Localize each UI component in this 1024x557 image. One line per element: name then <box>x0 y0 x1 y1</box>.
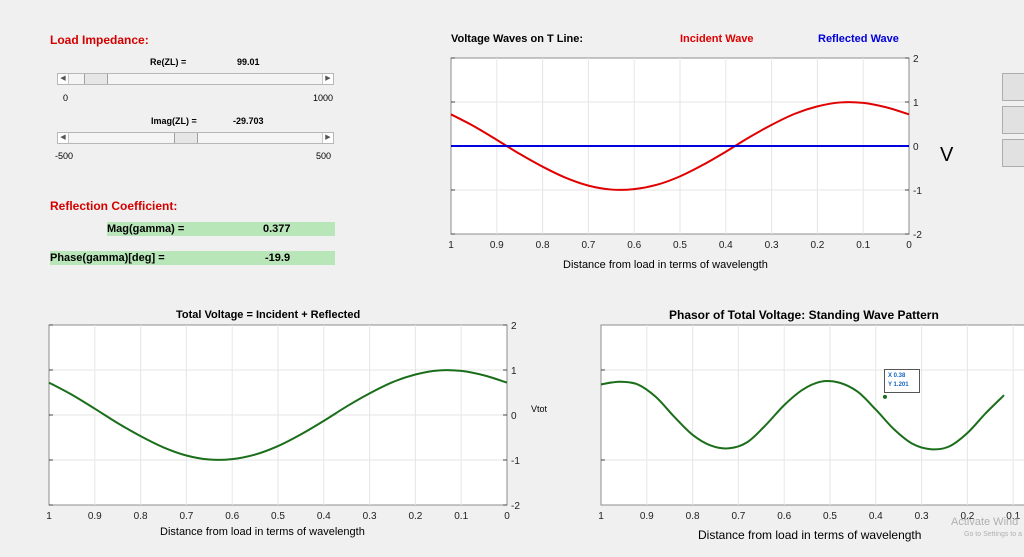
slider-left-arrow-icon[interactable]: ◀ <box>58 74 69 84</box>
x-tick-label: 0.2 <box>810 240 824 251</box>
datatip-marker[interactable] <box>882 394 887 399</box>
total-voltage-chart[interactable]: 1 0.9 0.8 0.7 0.6 0.5 0.4 0.3 0.2 0.1 0 2 1 0 -1 -2 <box>38 318 558 524</box>
plot3-xlabel: Distance from load in terms of wavelengt… <box>698 528 922 542</box>
x-tick-label: 0.1 <box>454 511 468 522</box>
x-tick-label: 0.7 <box>581 240 595 251</box>
x-tick-label: 0.9 <box>88 511 102 522</box>
x-tick-label: 1 <box>448 240 454 251</box>
side-button-2[interactable] <box>1002 106 1024 134</box>
total-voltage-line <box>48 369 508 461</box>
slider-left-arrow-icon[interactable]: ◀ <box>58 133 69 143</box>
y-tick-label: -2 <box>913 230 922 241</box>
mag-gamma-label: Mag(gamma) = <box>107 223 185 235</box>
y-tick-label: 2 <box>511 321 517 332</box>
legend-reflected-wave: Reflected Wave <box>818 33 899 45</box>
imag-zl-min: -500 <box>55 151 74 161</box>
x-tick-label: 0.5 <box>673 240 687 251</box>
datatip-y: Y 1.201 <box>888 382 909 388</box>
plot3-axes-box <box>600 324 1024 506</box>
re-zl-slider-thumb[interactable] <box>84 74 108 84</box>
standing-wave-line <box>600 380 1005 451</box>
x-tick-label: 0.5 <box>271 511 285 522</box>
imag-zl-slider[interactable]: ◀ ▶ <box>57 132 334 144</box>
x-tick-label: 1 <box>598 511 604 522</box>
x-tick-label: 0.4 <box>719 240 733 251</box>
watermark-line2: Go to Settings to a <box>964 531 1022 538</box>
y-tick-label: 0 <box>913 142 919 153</box>
plot2-ylabel: Vtot <box>531 404 548 414</box>
plot1-unit-label: V <box>940 144 954 166</box>
side-button-1[interactable] <box>1002 73 1024 101</box>
x-tick-label: 0.2 <box>960 511 974 522</box>
datatip-x: X 0.38 <box>888 373 906 379</box>
y-tick-label: 1 <box>913 98 919 109</box>
x-tick-label: 0 <box>504 511 510 522</box>
re-zl-label: Re(ZL) = <box>150 57 187 67</box>
slider-right-arrow-icon[interactable]: ▶ <box>322 74 333 84</box>
re-zl-value: 99.01 <box>237 57 260 67</box>
re-zl-max: 1000 <box>313 93 334 103</box>
re-zl-min: 0 <box>63 93 69 103</box>
x-tick-label: 0.8 <box>134 511 148 522</box>
imag-zl-value: -29.703 <box>233 116 264 126</box>
x-tick-label: 0.1 <box>856 240 870 251</box>
incident-wave-line <box>450 101 910 191</box>
datatip-box[interactable]: X 0.38 Y 1.201 <box>884 369 920 393</box>
plot2-title: Total Voltage = Incident + Reflected <box>176 309 361 321</box>
x-tick-label: 0.4 <box>317 511 331 522</box>
slider-right-arrow-icon[interactable]: ▶ <box>322 133 333 143</box>
watermark-line1: Activate Wind <box>951 516 1019 528</box>
x-tick-label: 0.3 <box>915 511 929 522</box>
side-button-3[interactable] <box>1002 139 1024 167</box>
re-zl-slider[interactable]: ◀ ▶ <box>57 73 334 85</box>
y-tick-label: 1 <box>511 366 517 377</box>
y-tick-label: -2 <box>511 501 520 512</box>
x-tick-label: 0.3 <box>363 511 377 522</box>
y-tick-label: 2 <box>913 54 919 65</box>
y-tick-label: -1 <box>511 456 520 467</box>
x-tick-label: 0.6 <box>627 240 641 251</box>
plot1-title: Voltage Waves on T Line: <box>451 33 584 45</box>
mag-gamma-value: 0.377 <box>263 223 291 235</box>
plot3-title: Phasor of Total Voltage: Standing Wave P… <box>669 308 939 322</box>
x-tick-label: 0.1 <box>1006 511 1020 522</box>
x-tick-label: 0.7 <box>179 511 193 522</box>
x-tick-label: 0.8 <box>536 240 550 251</box>
imag-zl-slider-thumb[interactable] <box>174 133 198 143</box>
x-tick-label: 0.6 <box>777 511 791 522</box>
y-tick-label: 0 <box>511 411 517 422</box>
x-tick-label: 0.5 <box>823 511 837 522</box>
x-tick-label: 0.9 <box>490 240 504 251</box>
phase-gamma-row: Phase(gamma)[deg] = -19.9 <box>50 251 335 265</box>
plot1-xlabel: Distance from load in terms of wavelengt… <box>563 259 768 271</box>
legend-incident-wave: Incident Wave <box>680 33 754 45</box>
phase-gamma-label: Phase(gamma)[deg] = <box>50 252 165 264</box>
x-tick-label: 0.9 <box>640 511 654 522</box>
x-tick-label: 0.8 <box>686 511 700 522</box>
x-tick-label: 0.4 <box>869 511 883 522</box>
x-tick-label: 0.6 <box>225 511 239 522</box>
imag-zl-label: Imag(ZL) = <box>151 116 197 126</box>
y-tick-label: -1 <box>913 186 922 197</box>
plot2-xlabel: Distance from load in terms of wavelengt… <box>160 526 365 538</box>
load-impedance-title: Load Impedance: <box>50 33 149 47</box>
imag-zl-max: 500 <box>316 151 332 161</box>
standing-wave-chart[interactable]: 1 0.9 0.8 0.7 0.6 0.5 0.4 0.3 0.2 0.1 <box>590 318 1024 528</box>
x-tick-label: 0.3 <box>765 240 779 251</box>
voltage-waves-chart[interactable]: 1 0.9 0.8 0.7 0.6 0.5 0.4 0.3 0.2 0.1 0 2 1 0 -1 -2 <box>440 50 940 275</box>
x-tick-label: 0.2 <box>408 511 422 522</box>
x-tick-label: 0.7 <box>731 511 745 522</box>
mag-gamma-row: Mag(gamma) = 0.377 <box>107 222 335 236</box>
x-tick-label: 1 <box>46 511 52 522</box>
phase-gamma-value: -19.9 <box>265 252 291 264</box>
x-tick-label: 0 <box>906 240 912 251</box>
reflection-coefficient-title: Reflection Coefficient: <box>50 199 178 213</box>
